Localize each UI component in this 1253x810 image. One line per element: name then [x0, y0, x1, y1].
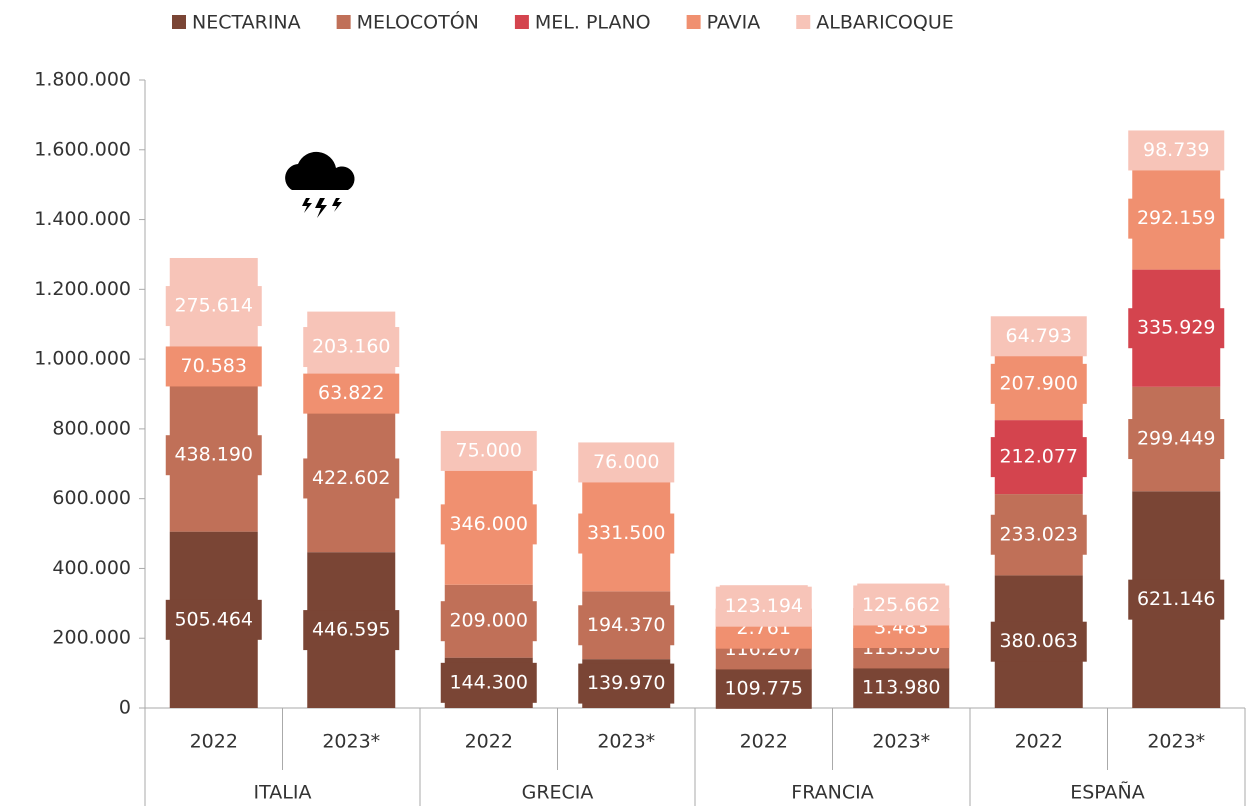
value-label: 275.614: [174, 295, 253, 317]
value-label: 76.000: [593, 451, 659, 473]
y-tick-label: 800.000: [52, 417, 131, 439]
y-tick-label: 1.800.000: [34, 69, 131, 91]
x-tick-label: 2022: [1015, 731, 1063, 753]
value-label: 233.023: [999, 523, 1078, 545]
legend-label: ALBARICOQUE: [816, 12, 954, 34]
value-label: 212.077: [999, 446, 1078, 468]
value-label-box: [165, 599, 262, 640]
value-label-box: [990, 621, 1087, 662]
y-tick-label: 0: [119, 697, 131, 719]
value-label: 621.146: [1137, 588, 1216, 610]
value-label: 125.662: [862, 594, 941, 616]
y-tick-label: 600.000: [52, 487, 131, 509]
value-label-box: [990, 437, 1087, 478]
value-label: 335.929: [1137, 317, 1216, 339]
x-tick-label: 2023*: [322, 731, 380, 753]
value-label: 380.063: [999, 630, 1078, 652]
value-label-box: [440, 430, 537, 471]
value-label-box: [853, 585, 950, 626]
value-label: 109.775: [724, 677, 803, 699]
legend-swatch: [172, 15, 186, 29]
value-label-box: [440, 662, 537, 703]
y-tick-label: 1.600.000: [34, 138, 131, 160]
value-label-box: [1128, 579, 1225, 620]
value-label-box: [990, 363, 1087, 404]
value-label-box: [1128, 198, 1225, 239]
legend-swatch: [514, 15, 529, 29]
legend-swatch: [796, 15, 811, 29]
value-label-box: [578, 663, 675, 704]
value-label: 505.464: [174, 608, 253, 630]
storm-icon: [285, 151, 355, 218]
value-label-box: [165, 286, 262, 327]
value-label: 75.000: [456, 439, 522, 461]
value-label-box: [440, 601, 537, 642]
x-tick-label: 2023*: [1147, 731, 1205, 753]
group-label: ESPAÑA: [1070, 781, 1145, 804]
value-label-box: [440, 504, 537, 545]
y-tick-label: 400.000: [52, 557, 131, 579]
legend-swatch: [336, 15, 351, 29]
legend-label: MELOCOTÓN: [357, 10, 479, 34]
value-label-box: [303, 458, 400, 499]
value-label: 194.370: [587, 614, 666, 636]
value-label-box: [578, 605, 675, 646]
value-label: 139.970: [587, 672, 666, 694]
x-tick-label: 2022: [190, 731, 238, 753]
value-label-box: [1128, 130, 1225, 171]
value-label-box: [165, 346, 262, 387]
group-label: FRANCIA: [791, 782, 873, 804]
x-tick-label: 2023*: [597, 731, 655, 753]
value-label-box: [165, 435, 262, 476]
value-label: 346.000: [449, 513, 528, 535]
value-label-box: [303, 610, 400, 651]
value-label: 203.160: [312, 336, 391, 358]
value-label-box: [990, 316, 1087, 357]
x-tick-label: 2022: [465, 731, 513, 753]
legend-swatch: [686, 15, 701, 29]
x-tick-label: 2023*: [872, 731, 930, 753]
value-label: 438.190: [174, 444, 253, 466]
value-label-box: [578, 513, 675, 554]
value-label-box: [853, 668, 950, 709]
value-label: 331.500: [587, 522, 666, 544]
value-label-box: [990, 514, 1087, 555]
y-tick-label: 1.200.000: [34, 278, 131, 300]
legend-label: PAVIA: [707, 12, 761, 34]
value-label: 446.595: [312, 619, 391, 641]
value-label-box: [303, 327, 400, 368]
value-label: 144.300: [449, 671, 528, 693]
value-label: 299.449: [1137, 428, 1216, 450]
group-label: ITALIA: [254, 782, 312, 804]
value-label-box: [1128, 419, 1225, 460]
value-label: 63.822: [318, 382, 384, 404]
y-tick-label: 200.000: [52, 627, 131, 649]
y-tick-label: 1.400.000: [34, 208, 131, 230]
value-label: 207.900: [999, 372, 1078, 394]
value-label-box: [715, 586, 812, 627]
value-label: 64.793: [1006, 325, 1072, 347]
value-label-box: [1128, 308, 1225, 349]
value-label-box: [303, 373, 400, 414]
legend-label: NECTARINA: [192, 12, 301, 34]
group-label: GRECIA: [522, 782, 594, 804]
value-label-box: [578, 442, 675, 483]
value-label: 123.194: [724, 595, 803, 617]
legend-label: MEL. PLANO: [535, 12, 651, 34]
value-label: 292.159: [1137, 207, 1216, 229]
value-label: 113.980: [862, 677, 941, 699]
value-label-box: [715, 668, 812, 709]
value-label: 422.602: [312, 467, 391, 489]
y-tick-label: 1.000.000: [34, 348, 131, 370]
value-label: 70.583: [181, 355, 247, 377]
value-label: 98.739: [1143, 139, 1209, 161]
x-tick-label: 2022: [740, 731, 788, 753]
value-label: 209.000: [449, 610, 528, 632]
